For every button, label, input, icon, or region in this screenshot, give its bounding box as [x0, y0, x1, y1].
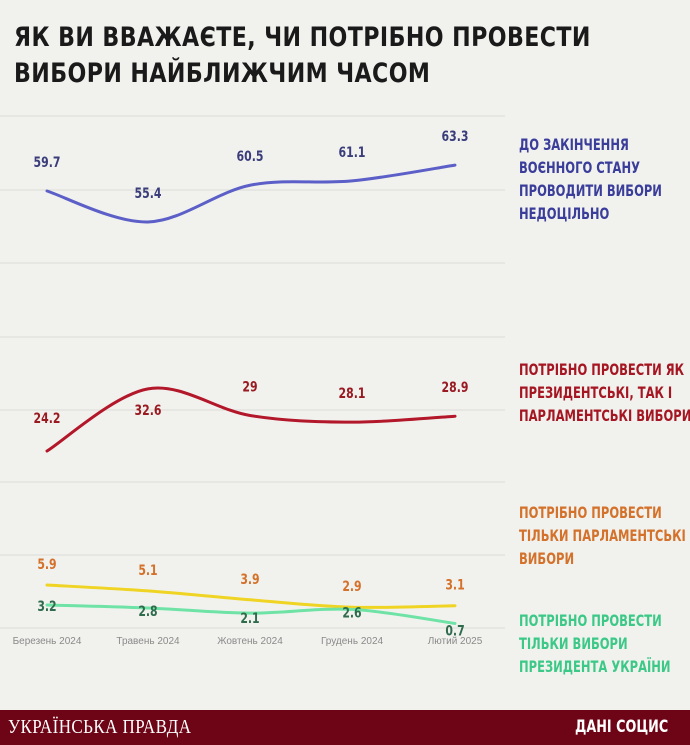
legend-series-3: ПОТРІБНО ПРОВЕСТИ ТІЛЬКИ ПАРЛАМЕНТСЬКІ В… — [519, 503, 686, 568]
data-label: 0.7 — [445, 622, 464, 639]
data-label: 2.6 — [342, 604, 362, 621]
data-label: 60.5 — [237, 148, 264, 165]
brand-logo: УКРАЇНСЬКА ПРАВДА — [8, 716, 192, 738]
data-label: 28.9 — [442, 379, 469, 396]
series-line-3 — [45, 583, 457, 609]
legend-series-2: ПОТРІБНО ПРОВЕСТИ ЯК ПРЕЗИДЕНТСЬКІ, ТАК … — [519, 360, 690, 425]
footer: УКРАЇНСЬКА ПРАВДА ДАНІ СОЦИС — [0, 710, 690, 745]
data-label: 3.1 — [445, 576, 464, 593]
data-label: 2.9 — [342, 578, 361, 595]
chart-title: ЯК ВИ ВВАЖАЄТЕ, ЧИ ПОТРІБНО ПРОВЕСТИ ВИБ… — [14, 22, 591, 89]
data-label: 2.8 — [138, 603, 157, 620]
data-label: 2.1 — [240, 610, 259, 627]
series-line-1 — [45, 163, 457, 224]
x-tick-label: Жовтень 2024 — [217, 636, 283, 647]
data-label: 59.7 — [34, 154, 61, 171]
legend-series-1: ДО ЗАКІНЧЕННЯ ВОЄННОГО СТАНУ ПРОВОДИТИ В… — [519, 135, 662, 223]
x-tick-label: Грудень 2024 — [321, 636, 384, 647]
line-chart: Березень 2024 Травень 2024 Жовтень 2024 Гру… — [0, 115, 505, 647]
x-tick-label: Березень 2024 — [13, 636, 82, 647]
data-label: 24.2 — [34, 410, 61, 427]
legend-series-4: ПОТРІБНО ПРОВЕСТИ ТІЛЬКИ ВИБОРИ ПРЕЗИДЕН… — [519, 611, 671, 676]
data-label: 3.2 — [37, 598, 56, 615]
x-tick-label: Травень 2024 — [116, 636, 180, 647]
data-label: 63.3 — [442, 128, 469, 145]
data-label: 55.4 — [135, 185, 162, 202]
source-label: ДАНІ СОЦИС — [574, 717, 668, 737]
data-label: 5.1 — [138, 562, 157, 579]
data-label: 32.6 — [135, 401, 162, 418]
data-label: 3.9 — [240, 570, 259, 587]
x-tick-label: Лютий 2025 — [428, 636, 483, 647]
series-line-2 — [45, 386, 457, 453]
data-label: 5.9 — [37, 556, 56, 573]
data-label: 61.1 — [339, 144, 366, 161]
series-line-4 — [45, 603, 457, 625]
data-label: 28.1 — [339, 385, 366, 402]
data-label: 29 — [242, 378, 257, 395]
